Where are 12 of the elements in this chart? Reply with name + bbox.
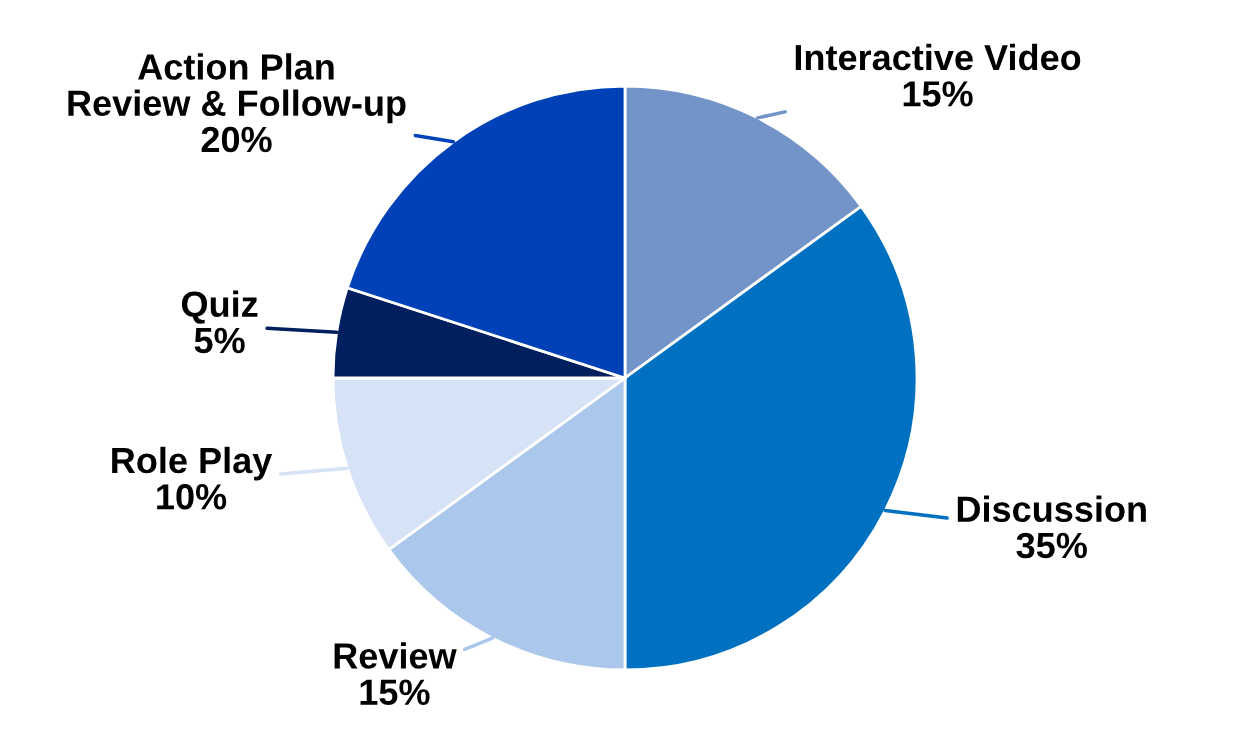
data-label: 35% [1016, 532, 1087, 559]
slice-label: Discussion [957, 495, 1146, 522]
slice-label: Quiz [181, 290, 258, 324]
slice-label: Interactive Video [795, 43, 1081, 71]
slice-label: Action Plan Review & Follow-up [68, 53, 406, 124]
data-label: 15% [903, 81, 973, 107]
slice-label: Review [334, 642, 457, 669]
data-label: 20% [201, 126, 272, 153]
slice-label: Role Play [112, 446, 273, 481]
data-label: 10% [157, 484, 227, 510]
data-label: 5% [194, 327, 245, 354]
data-label: 15% [360, 679, 430, 706]
